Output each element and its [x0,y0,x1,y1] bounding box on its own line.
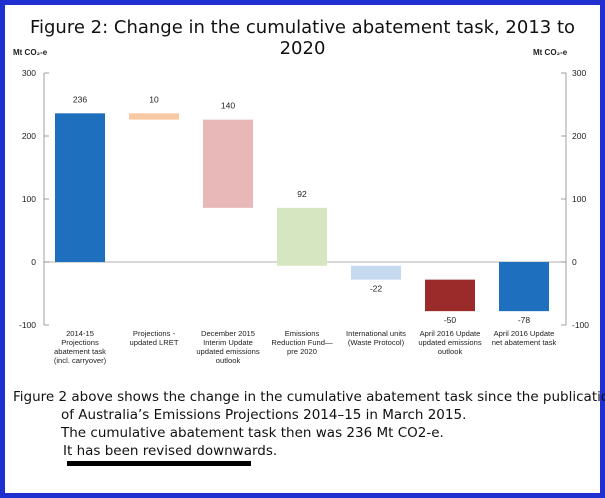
left-tick-label: -100 [19,320,36,330]
waterfall-bar [203,119,253,208]
category-label: (incl. carryover) [54,356,107,365]
waterfall-bar [351,265,401,280]
waterfall-bar [499,262,549,312]
category-label: Projections - [133,329,176,338]
left-axis-label: Mt CO₂-e [13,48,48,57]
right-tick-label: 100 [572,194,586,204]
bar-value-label: 236 [73,94,87,104]
left-tick-label: 200 [22,131,36,141]
waterfall-bar [129,113,179,120]
caption: Figure 2 above shows the change in the c… [13,388,605,460]
right-tick-label: 300 [572,68,586,78]
caption-line-2: of Australia’s Emissions Projections 201… [61,407,467,423]
waterfall-chart: Mt CO₂-e Mt CO₂-e 300 300 200 200 100 100 0 0 -1… [13,48,589,365]
category-label: (Waste Protocol) [348,338,405,347]
figure-title: Figure 2: Change in the cumulative abate… [29,17,576,59]
category-label: 2014-15 [66,329,94,338]
category-label: pre 2020 [287,347,317,356]
category-label: April 2016 Update [420,329,481,338]
category-label: outlook [438,347,463,356]
right-tick-label: 0 [572,257,577,267]
highlight-underline [67,461,251,466]
left-tick-label: 0 [31,257,36,267]
right-tick-label: 200 [572,131,586,141]
left-tick-label: 100 [22,194,36,204]
category-label: Emissions [285,329,320,338]
waterfall-bar [55,113,105,262]
bar-value-label: -22 [370,284,383,294]
category-label: Interim Update [203,338,253,347]
caption-line-4: It has been revised downwards. [63,443,278,459]
right-tick-label: -100 [572,320,589,330]
category-label: abatement task [54,347,106,356]
bar-value-label: -50 [444,315,457,325]
figure-frame: Figure 2: Change in the cumulative abate… [5,5,605,493]
caption-line-3: The cumulative abatement task then was 2… [61,425,444,441]
category-label: updated LRET [130,338,179,347]
waterfall-bar [277,207,327,266]
category-label: Projections [61,338,99,347]
bar-value-label: 140 [221,101,235,111]
category-label: updated emissions [196,347,260,356]
category-label: outlook [216,356,241,365]
right-axis-label: Mt CO₂-e [533,48,568,57]
bar-value-label: -78 [518,315,531,325]
category-label: net abatement task [492,338,557,347]
bar-value-label: 10 [149,94,159,104]
category-label: December 2015 [201,329,255,338]
caption-line-1: Figure 2 above shows the change in the c… [13,389,605,405]
category-label: updated emissions [418,338,482,347]
bar-value-label: 92 [297,189,307,199]
category-label: International units [346,329,406,338]
left-tick-label: 300 [22,68,36,78]
category-label: Reduction Fund— [271,338,333,347]
waterfall-bar [425,279,475,312]
category-label: April 2016 Update [494,329,555,338]
